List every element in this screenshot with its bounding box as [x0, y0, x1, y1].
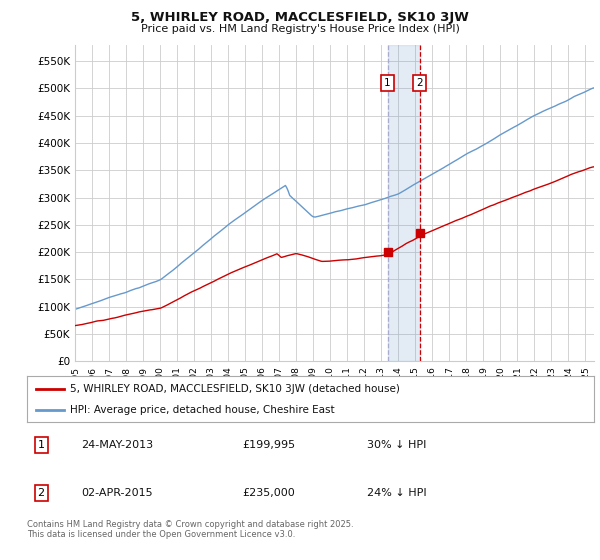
Text: 1: 1: [38, 440, 44, 450]
Text: 1: 1: [384, 78, 391, 88]
Text: 2: 2: [38, 488, 45, 498]
Text: 24% ↓ HPI: 24% ↓ HPI: [367, 488, 427, 498]
Text: 24-MAY-2013: 24-MAY-2013: [81, 440, 153, 450]
Text: Price paid vs. HM Land Registry's House Price Index (HPI): Price paid vs. HM Land Registry's House …: [140, 24, 460, 34]
Text: Contains HM Land Registry data © Crown copyright and database right 2025.
This d: Contains HM Land Registry data © Crown c…: [27, 520, 353, 539]
Text: 30% ↓ HPI: 30% ↓ HPI: [367, 440, 427, 450]
Text: £235,000: £235,000: [242, 488, 295, 498]
Bar: [388, 45, 419, 361]
Text: £199,995: £199,995: [242, 440, 296, 450]
Text: 2: 2: [416, 78, 423, 88]
Text: 5, WHIRLEY ROAD, MACCLESFIELD, SK10 3JW (detached house): 5, WHIRLEY ROAD, MACCLESFIELD, SK10 3JW …: [70, 384, 400, 394]
Text: HPI: Average price, detached house, Cheshire East: HPI: Average price, detached house, Ches…: [70, 405, 334, 415]
Text: 02-APR-2015: 02-APR-2015: [81, 488, 152, 498]
Text: 5, WHIRLEY ROAD, MACCLESFIELD, SK10 3JW: 5, WHIRLEY ROAD, MACCLESFIELD, SK10 3JW: [131, 11, 469, 24]
